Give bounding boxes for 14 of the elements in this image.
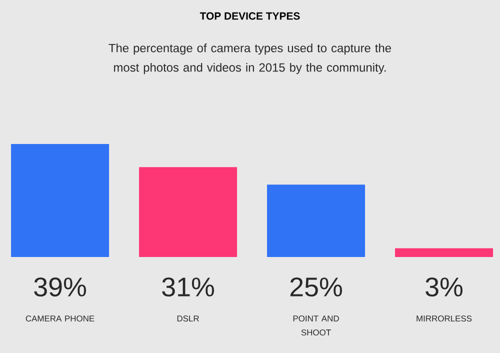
bar xyxy=(139,167,238,257)
bar xyxy=(267,184,366,257)
bar xyxy=(395,248,494,257)
data-label: 3% xyxy=(426,277,462,297)
chart-title: TOP DEVICE TYPES xyxy=(200,12,300,20)
data-label: 31% xyxy=(162,277,214,297)
chart-subtitle: The percentage of camera types used to capture the most photos and videos in 2015 by the community. xyxy=(108,44,391,74)
data-label: 39% xyxy=(34,277,86,297)
x-tick-label: MIRRORLESS xyxy=(416,316,472,322)
bar xyxy=(11,144,110,257)
data-label: 25% xyxy=(290,277,342,297)
x-tick-label: DSLR xyxy=(177,316,199,322)
x-tick-label: POINT AND SHOOT xyxy=(293,316,339,336)
x-tick-label: CAMERA PHONE xyxy=(26,316,94,322)
